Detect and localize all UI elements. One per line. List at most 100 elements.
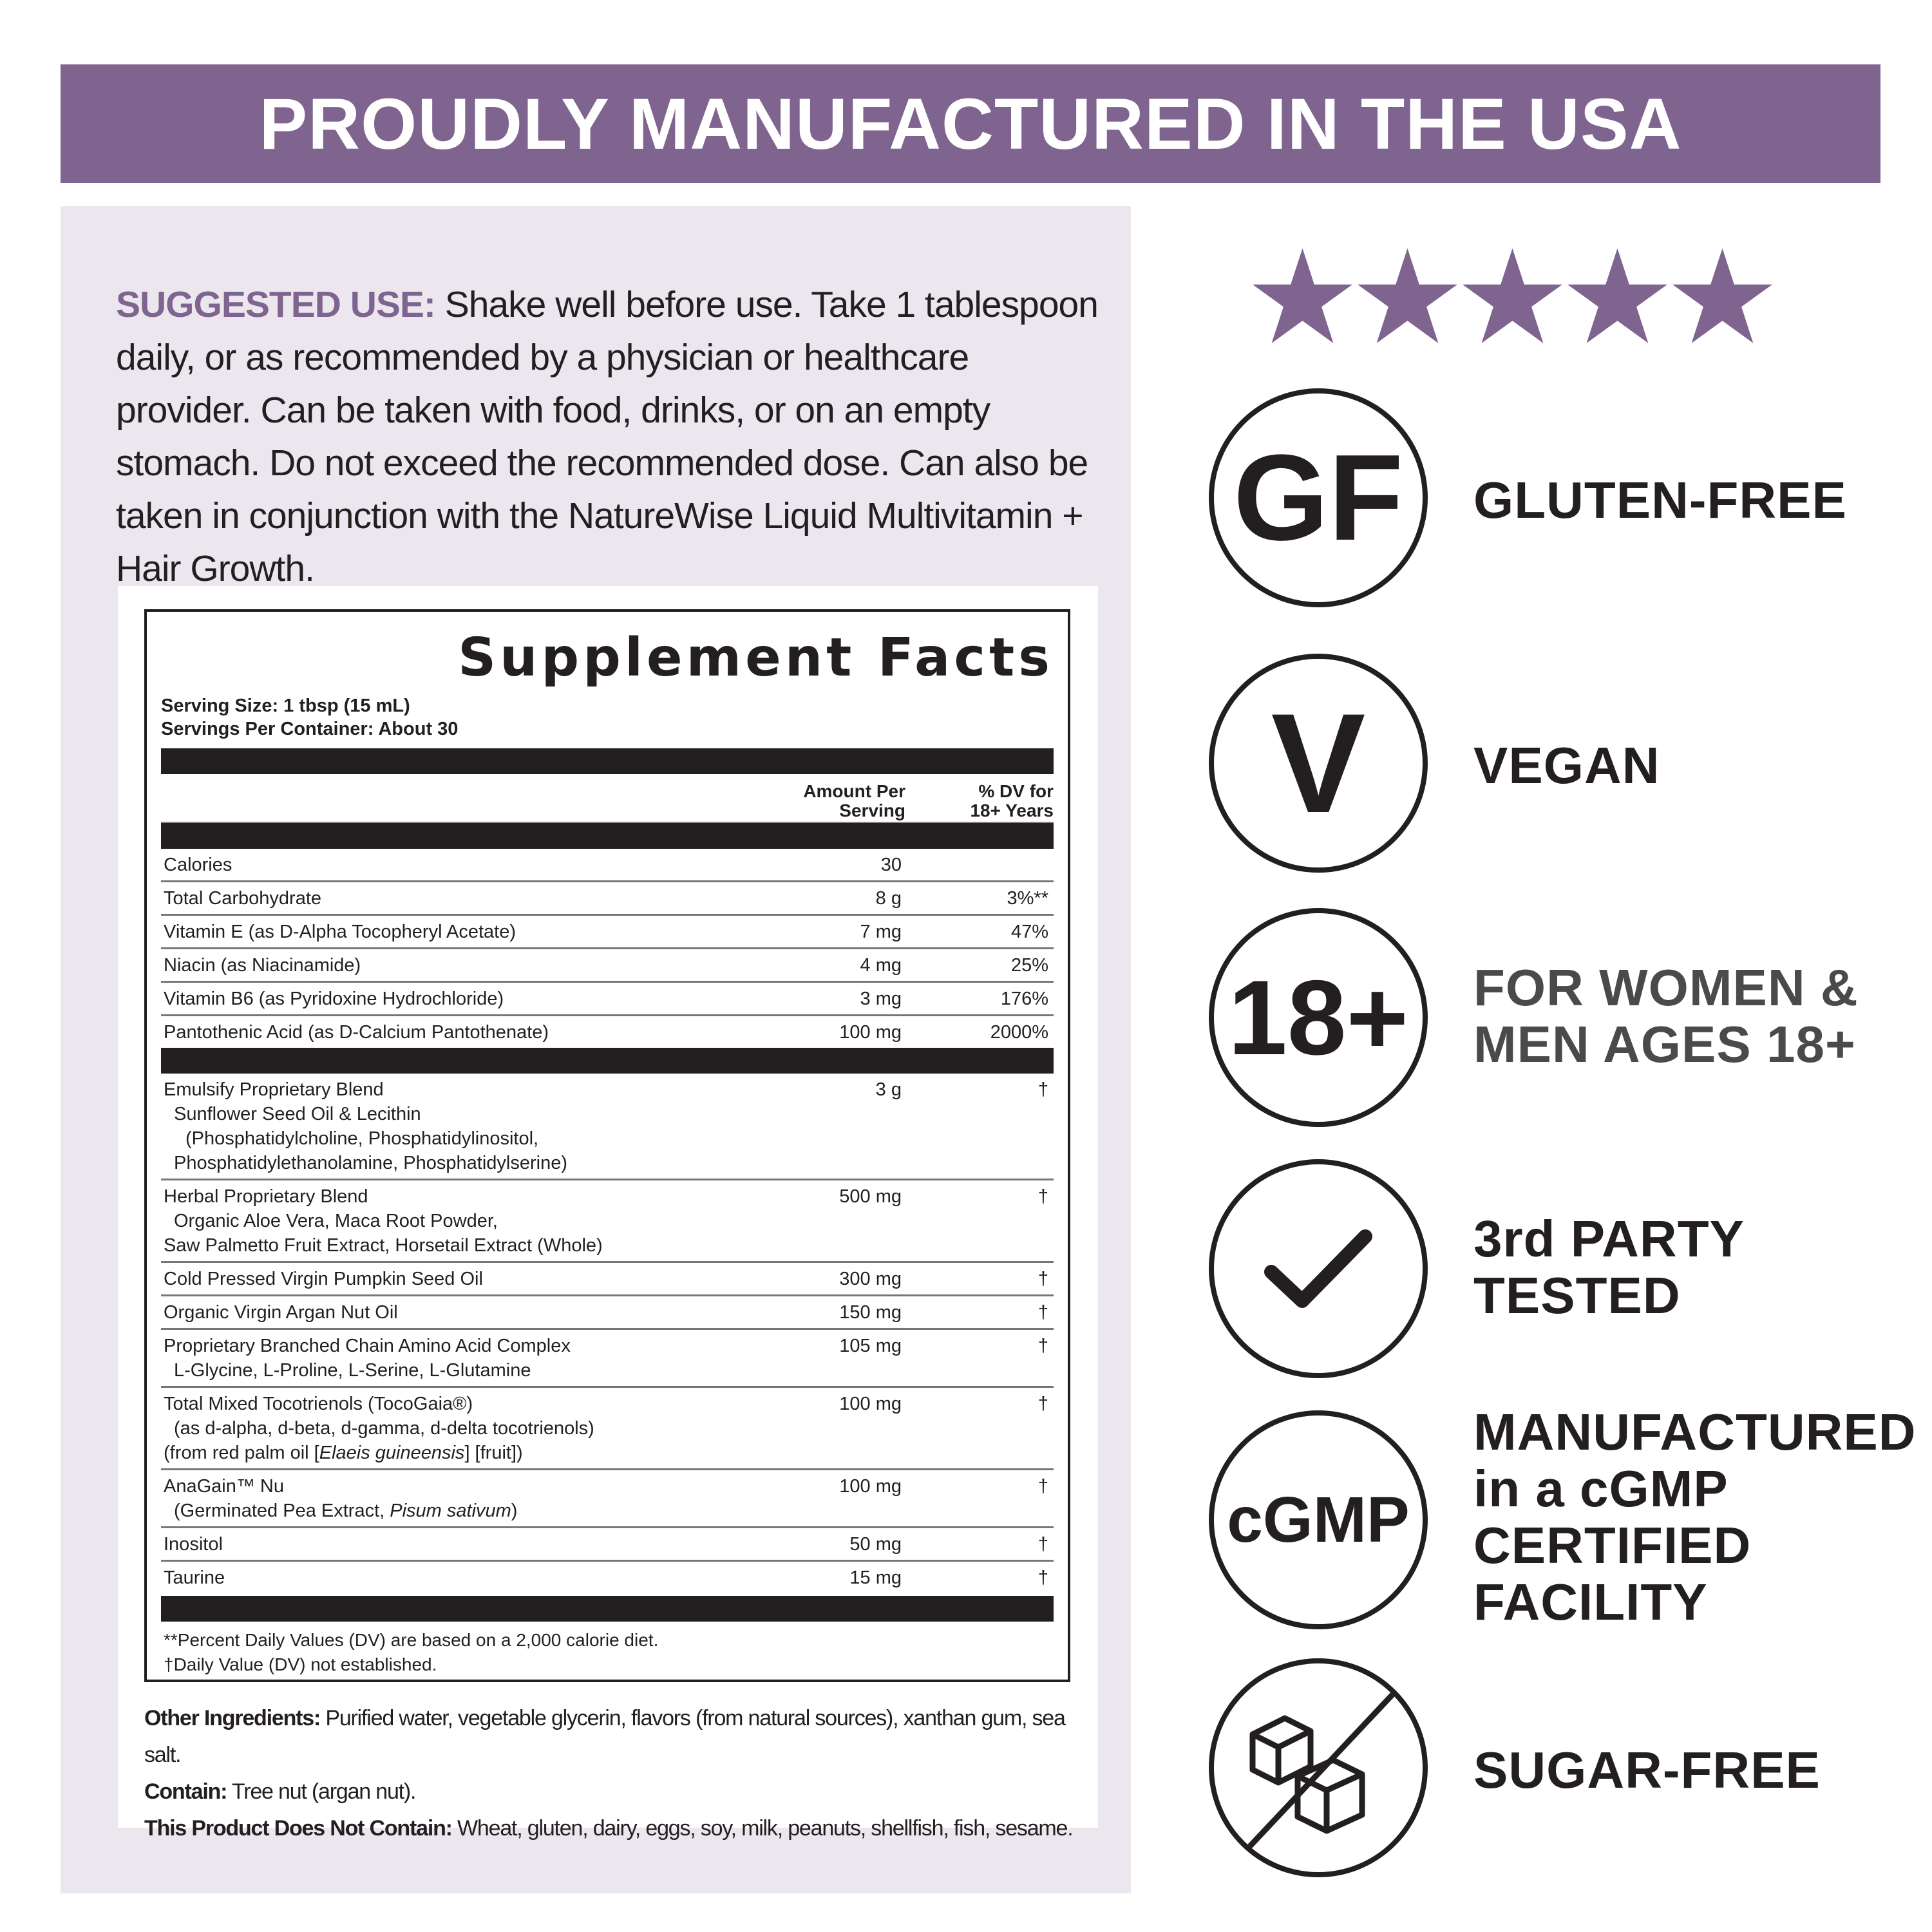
text-segment: Herbal Proprietary Blend bbox=[164, 1186, 368, 1207]
vegan-icon: V bbox=[1209, 654, 1428, 873]
star-icon bbox=[1567, 248, 1667, 343]
nutrient-amount: 100 mg bbox=[839, 1394, 902, 1414]
badge-label: FOR WOMEN & MEN AGES 18+ bbox=[1473, 960, 1859, 1073]
text-segment: Niacin (as Niacinamide) bbox=[164, 955, 361, 976]
badge-symbol: GF bbox=[1233, 430, 1403, 566]
nutrient-subline: Sunflower Seed Oil & Lecithin bbox=[164, 1102, 693, 1126]
nutrient-name: Pantothenic Acid (as D-Calcium Pantothen… bbox=[164, 1020, 693, 1045]
nutrient-dv: 47% bbox=[1010, 922, 1048, 942]
nutrient-amount: 3 g bbox=[875, 1079, 902, 1100]
text-segment: Elaeis guineensis bbox=[319, 1443, 465, 1463]
text-segment: (from red palm oil [ bbox=[164, 1443, 319, 1463]
dv-header: % DV for 18+ Years bbox=[905, 782, 1054, 822]
text-segment: ) bbox=[511, 1501, 518, 1521]
suggested-use-label: SUGGESTED USE: bbox=[116, 284, 436, 325]
nutrient-row: Herbal Proprietary Blend Organic Aloe Ver… bbox=[161, 1180, 1054, 1263]
nutrient-dv: † bbox=[1037, 1269, 1048, 1289]
nutrient-amount: 500 mg bbox=[839, 1186, 902, 1207]
other-ingredients: Other Ingredients: Purified water, veget… bbox=[144, 1700, 1078, 1774]
suggested-use: SUGGESTED USE: Shake well before use. Ta… bbox=[116, 278, 1108, 595]
badge-label-line: 3rd PARTY bbox=[1473, 1210, 1745, 1267]
text-segment: Sunflower Seed Oil & Lecithin bbox=[174, 1104, 421, 1124]
nutrient-dv: † bbox=[1037, 1336, 1048, 1356]
badge-label-line: VEGAN bbox=[1473, 737, 1660, 794]
text-segment: Vitamin B6 (as Pyridoxine Hydrochloride) bbox=[164, 989, 504, 1009]
badge-label-line: FACILITY bbox=[1473, 1573, 1708, 1631]
nutrient-line: Total Carbohydrate bbox=[164, 886, 693, 911]
text-segment: L-Glycine, L-Proline, L-Serine, L-Glutam… bbox=[174, 1360, 531, 1381]
badge-label: SUGAR-FREE bbox=[1473, 1742, 1821, 1799]
nutrient-subline: (Phosphatidylcholine, Phosphatidylinosit… bbox=[164, 1126, 693, 1151]
nutrient-name: Vitamin B6 (as Pyridoxine Hydrochloride) bbox=[164, 987, 693, 1011]
badge-label-line: CERTIFIED bbox=[1473, 1517, 1752, 1574]
text-segment: Pisum sativum bbox=[390, 1501, 511, 1521]
badge-label-line: in a cGMP bbox=[1473, 1460, 1728, 1517]
nutrient-subline: (as d-alpha, d-beta, d-gamma, d-delta to… bbox=[164, 1416, 693, 1441]
divider-bar bbox=[161, 823, 1054, 849]
nutrient-line: Organic Virgin Argan Nut Oil bbox=[164, 1300, 693, 1325]
text-segment: Organic Virgin Argan Nut Oil bbox=[164, 1302, 398, 1323]
nutrient-dv: † bbox=[1037, 1476, 1048, 1497]
nutrient-amount: 100 mg bbox=[839, 1476, 902, 1497]
sugar-free-icon bbox=[1209, 1658, 1428, 1877]
footnote-dv: **Percent Daily Values (DV) are based on… bbox=[164, 1630, 659, 1650]
nutrient-line: Cold Pressed Virgin Pumpkin Seed Oil bbox=[164, 1267, 693, 1291]
nutrient-amount: 3 mg bbox=[860, 989, 902, 1009]
footnotes: **Percent Daily Values (DV) are based on… bbox=[161, 1622, 1054, 1677]
nutrient-line: Vitamin E (as D-Alpha Tocopheryl Acetate… bbox=[164, 920, 693, 944]
nutrient-name: Proprietary Branched Chain Amino Acid Co… bbox=[164, 1334, 693, 1383]
nutrient-row: Pantothenic Acid (as D-Calcium Pantothen… bbox=[161, 1016, 1054, 1048]
badge-symbol: 18+ bbox=[1228, 958, 1408, 1077]
nutrient-name: Herbal Proprietary Blend Organic Aloe Ver… bbox=[164, 1184, 693, 1258]
nutrient-name: Taurine bbox=[164, 1566, 693, 1590]
nutrient-name: Organic Virgin Argan Nut Oil bbox=[164, 1300, 693, 1325]
nutrient-line: Calories bbox=[164, 853, 693, 877]
nutrient-dv: † bbox=[1037, 1302, 1048, 1323]
nutrient-name: Inositol bbox=[164, 1532, 693, 1557]
nutrient-dv: 3%** bbox=[1007, 888, 1049, 909]
amount-header-line: Serving bbox=[839, 800, 905, 820]
text-segment: Taurine bbox=[164, 1567, 225, 1588]
badge-label-line: SUGAR-FREE bbox=[1473, 1741, 1821, 1799]
badge-symbol: cGMP bbox=[1227, 1484, 1410, 1556]
text-segment: Total Mixed Tocotrienols (TocoGaia®) bbox=[164, 1394, 473, 1414]
nutrient-amount: 8 g bbox=[875, 888, 902, 909]
text-segment: Proprietary Branched Chain Amino Acid Co… bbox=[164, 1336, 571, 1356]
badge-label-line: FOR WOMEN & bbox=[1473, 959, 1859, 1016]
star-icon bbox=[1358, 248, 1457, 343]
nutrient-line: Pantothenic Acid (as D-Calcium Pantothen… bbox=[164, 1020, 693, 1045]
nutrient-row: Vitamin E (as D-Alpha Tocopheryl Acetate… bbox=[161, 916, 1054, 949]
servings-per-container: Servings Per Container: About 30 bbox=[161, 719, 459, 739]
nutrient-name: Niacin (as Niacinamide) bbox=[164, 953, 693, 978]
nutrient-name: Emulsify Proprietary Blend Sunflower Seed… bbox=[164, 1077, 693, 1175]
nutrient-row: Total Mixed Tocotrienols (TocoGaia®) (as … bbox=[161, 1388, 1054, 1470]
nutrient-row: Total Carbohydrate 8 g 3%** bbox=[161, 882, 1054, 916]
nutrient-row: Niacin (as Niacinamide) 4 mg 25% bbox=[161, 949, 1054, 983]
nutrient-subline: L-Glycine, L-Proline, L-Serine, L-Glutam… bbox=[164, 1358, 693, 1383]
badge-label-line: MEN AGES 18+ bbox=[1473, 1016, 1856, 1073]
badge-label-line: GLUTEN-FREE bbox=[1473, 471, 1847, 529]
badge-label: 3rd PARTY TESTED bbox=[1473, 1211, 1745, 1324]
text-segment: Organic Aloe Vera, Maca Root Powder, bbox=[174, 1211, 498, 1231]
star-rating bbox=[1253, 248, 1772, 345]
text-segment: Saw Palmetto Fruit Extract, Horsetail Ex… bbox=[164, 1235, 603, 1256]
nutrient-line: Inositol bbox=[164, 1532, 693, 1557]
star-icon bbox=[1672, 248, 1772, 343]
nutrient-subline: Saw Palmetto Fruit Extract, Horsetail Ex… bbox=[164, 1233, 693, 1258]
supplement-facts: Supplement Facts Serving Size: 1 tbsp (1… bbox=[144, 609, 1070, 1682]
badge-symbol: V bbox=[1271, 684, 1366, 842]
star-icon bbox=[1463, 248, 1562, 343]
nutrient-row: Inositol 50 mg † bbox=[161, 1528, 1054, 1562]
other-info: Other Ingredients: Purified water, veget… bbox=[144, 1700, 1078, 1847]
text-segment: (Germinated Pea Extract, bbox=[174, 1501, 390, 1521]
text-segment: Pantothenic Acid (as D-Calcium Pantothen… bbox=[164, 1022, 549, 1043]
divider-bar bbox=[161, 1048, 1054, 1074]
age-18-plus-icon: 18+ bbox=[1209, 908, 1428, 1127]
nutrient-subline: Phosphatidylethanolamine, Phosphatidylse… bbox=[164, 1151, 693, 1175]
nutrient-dv bbox=[905, 853, 1054, 877]
nutrient-dv: † bbox=[1037, 1079, 1048, 1100]
nutrient-subline: Organic Aloe Vera, Maca Root Powder, bbox=[164, 1209, 693, 1233]
suggested-use-text: Shake well before use. Take 1 tablespoon… bbox=[116, 284, 1099, 589]
nutrient-amount: 50 mg bbox=[849, 1534, 902, 1555]
serving-size: Serving Size: 1 tbsp (15 mL) bbox=[161, 696, 410, 716]
